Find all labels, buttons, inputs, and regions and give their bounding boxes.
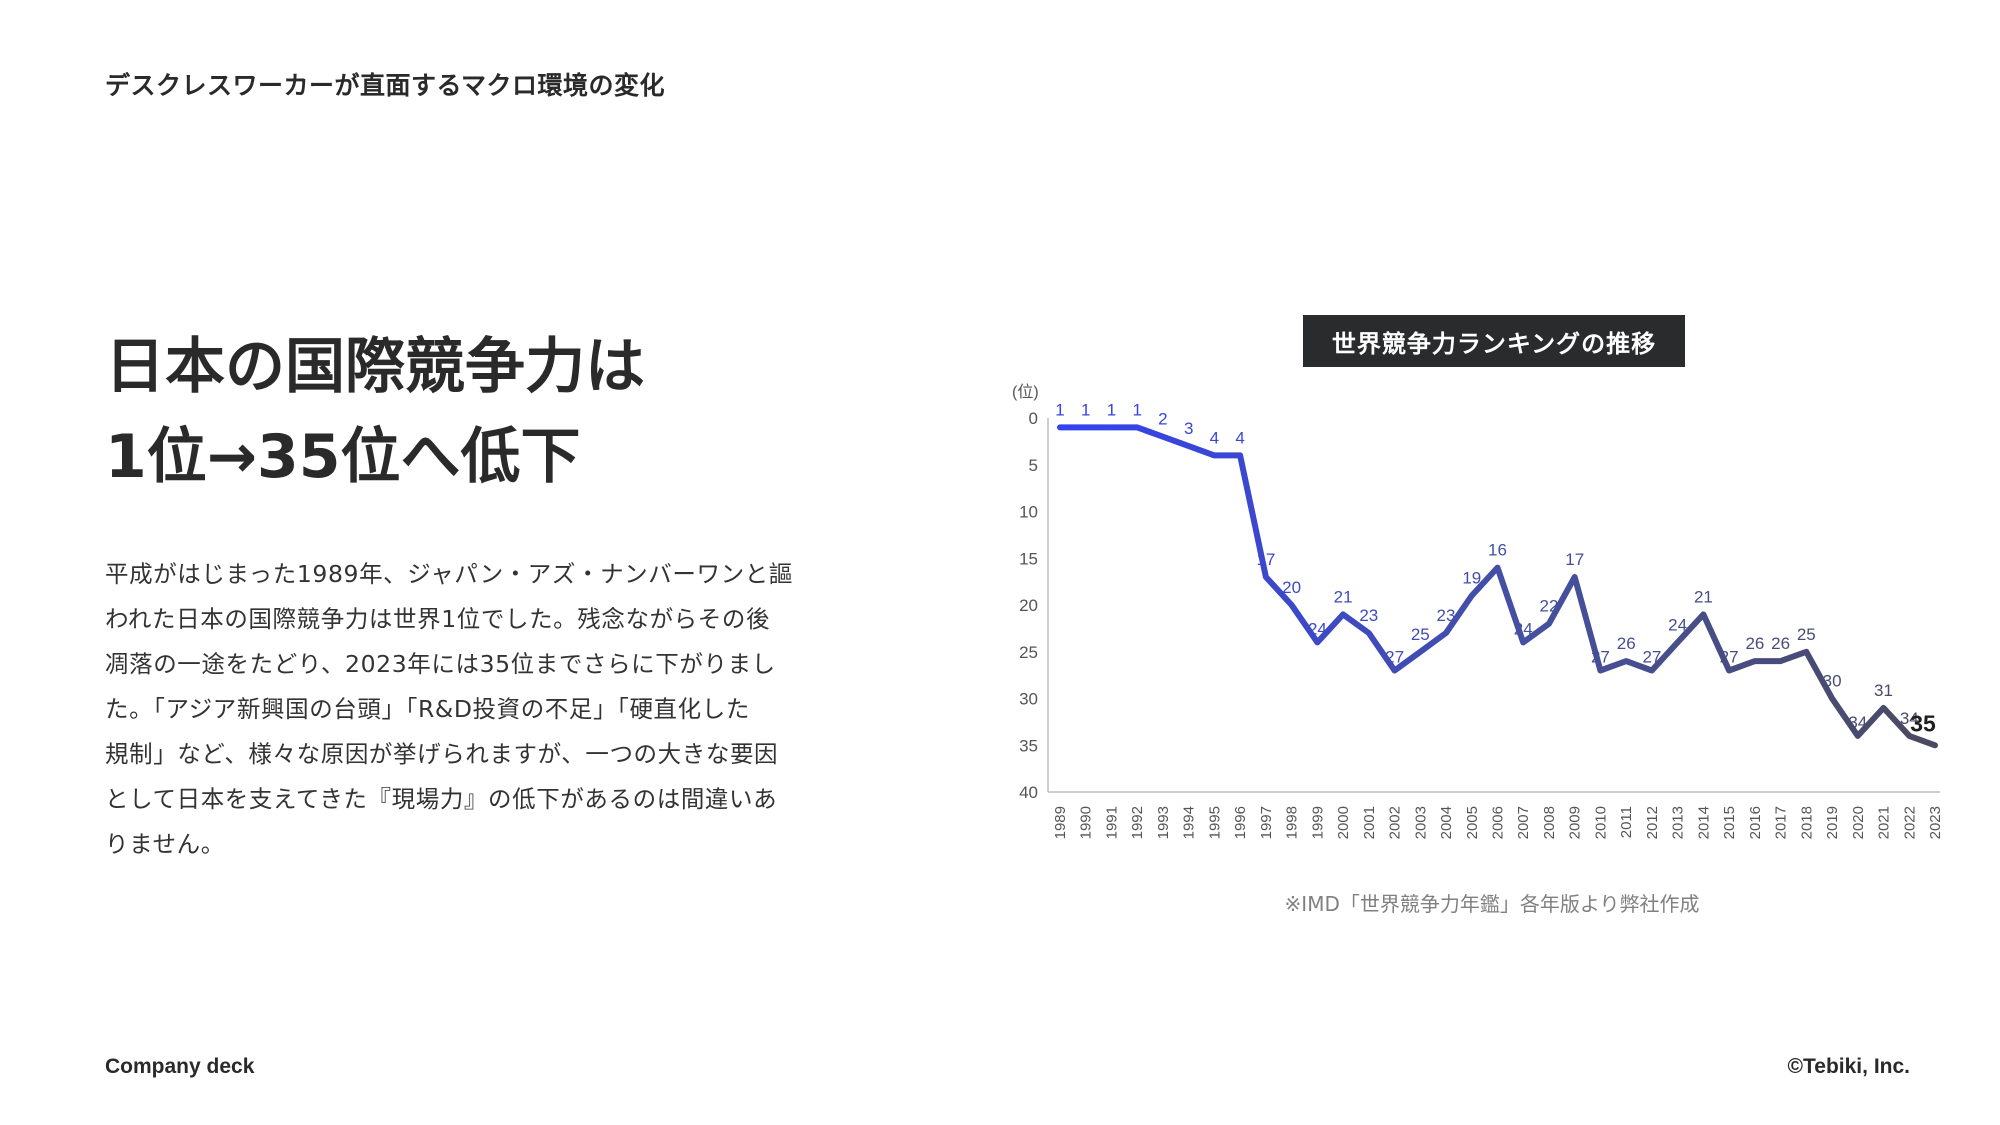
x-tick-label: 1995 [1206,806,1223,839]
x-tick-label: 2011 [1618,806,1635,838]
data-label: 17 [1256,550,1275,569]
data-label: 30 [1823,672,1842,691]
series-line-ranking [1057,424,1938,749]
data-label: 23 [1359,606,1378,625]
chart-title: 世界競争力ランキングの推移 [1303,315,1685,367]
data-label: 34 [1900,709,1919,728]
data-label: 21 [1694,587,1713,606]
y-axis-unit-label: (位) [1012,383,1039,401]
x-tick-label: 2001 [1361,806,1378,839]
y-tick-label: 5 [1029,456,1038,475]
data-label: 24 [1308,619,1327,638]
body-line: として日本を支えてきた『現場力』の低下があるのは間違いあ [105,785,778,813]
data-label: 34 [1848,713,1867,732]
data-label: 1 [1132,400,1141,419]
y-tick-label: 35 [1019,736,1038,755]
x-tick-label: 1997 [1258,806,1275,839]
data-label: 27 [1591,648,1610,667]
headline-line-1: 日本の国際競争力は [105,332,645,402]
data-label: 19 [1462,569,1481,588]
data-label: 27 [1385,648,1404,667]
x-tick-label: 2009 [1567,806,1584,839]
x-tick-label: 2004 [1438,806,1455,839]
data-label: 4 [1235,428,1244,447]
x-tick-label: 1999 [1309,806,1326,839]
x-tick-label: 2020 [1850,806,1867,839]
x-tick-label: 2003 [1412,806,1429,839]
body-line: われた日本の国際競争力は世界1位でした。残念ながらその後 [105,605,771,633]
data-label: 16 [1488,541,1507,560]
x-tick-label: 1992 [1129,806,1146,839]
x-tick-label: 2016 [1747,806,1764,839]
body-line: 平成がはじまった1989年、ジャパン・アズ・ナンバーワンと謳 [105,560,793,588]
x-tick-label: 2008 [1541,806,1558,839]
body-line: た。「アジア新興国の台頭」「R&D投資の不足」「硬直化した [105,695,750,723]
chart-source-note: ※IMD「世界競争力年鑑」各年版より弊社作成 [1284,892,1700,916]
y-tick-label: 20 [1019,596,1038,615]
x-tick-label: 2012 [1644,806,1661,839]
x-tick-label: 2018 [1798,806,1815,839]
footer-company-deck: Company deck [105,1055,255,1078]
data-label: 21 [1334,587,1353,606]
x-tick-label: 2019 [1824,806,1841,839]
x-tick-label: 1991 [1103,806,1120,839]
x-tick-label: 2006 [1490,806,1507,839]
y-tick-label: 0 [1029,409,1038,428]
data-label: 26 [1745,634,1764,653]
body-paragraph: 平成がはじまった1989年、ジャパン・アズ・ナンバーワンと謳 われた日本の国際競… [105,552,825,867]
y-tick-label: 10 [1019,503,1038,522]
x-tick-label: 2013 [1670,806,1687,839]
y-tick-label: 30 [1019,690,1038,709]
x-tick-label: 2010 [1592,806,1609,839]
x-tick-label: 2007 [1515,806,1532,839]
body-line: りません。 [105,830,225,858]
x-tick-label: 2021 [1876,806,1893,839]
data-label: 2 [1158,410,1167,429]
x-tick-label: 2015 [1721,806,1738,839]
data-label: 1 [1107,400,1116,419]
x-tick-label: 2017 [1773,806,1790,839]
headline: 日本の国際競争力は 1位→35位へ低下 [105,322,645,502]
y-tick-label: 15 [1019,549,1038,568]
x-tick-label: 2022 [1901,806,1918,839]
x-tick-label: 1993 [1155,806,1172,839]
data-label-highlight: 35 [1910,710,1936,736]
x-tick-label: 2002 [1387,806,1404,839]
headline-line-2: 1位→35位へ低下 [105,422,581,492]
x-tick-label: 1998 [1284,806,1301,839]
data-label: 26 [1771,634,1790,653]
data-label: 27 [1720,648,1739,667]
data-label: 22 [1540,597,1559,616]
x-tick-label: 2005 [1464,806,1481,839]
y-tick-label: 40 [1019,783,1038,802]
data-label: 3 [1184,419,1193,438]
data-label: 26 [1617,634,1636,653]
y-tick-label: 25 [1019,643,1038,662]
data-label: 4 [1210,428,1219,447]
x-tick-label: 2023 [1927,806,1944,839]
x-tick-label: 1990 [1078,806,1095,839]
x-tick-label: 1994 [1181,806,1198,839]
data-label: 25 [1797,625,1816,644]
data-label: 27 [1642,648,1661,667]
data-label: 20 [1282,578,1301,597]
data-label: 1 [1055,400,1064,419]
footer-copyright: ©Tebiki, Inc. [1787,1055,1910,1078]
data-label: 1 [1081,400,1090,419]
x-tick-label: 1996 [1232,806,1249,839]
data-label: 17 [1565,550,1584,569]
page-header-title: デスクレスワーカーが直面するマクロ環境の変化 [105,71,666,100]
x-tick-label: 2000 [1335,806,1352,839]
body-line: 規制」など、様々な原因が挙げられますが、一つの大きな要因 [105,740,779,768]
body-line: 凋落の一途をたどり、2023年には35位までさらに下がりまし [105,650,776,678]
data-label: 23 [1437,606,1456,625]
x-tick-label: 1989 [1052,806,1069,839]
data-label: 31 [1874,681,1893,700]
data-label: 24 [1514,619,1533,638]
data-label: 25 [1411,625,1430,644]
data-label: 24 [1668,615,1687,634]
x-tick-label: 2014 [1695,806,1712,839]
